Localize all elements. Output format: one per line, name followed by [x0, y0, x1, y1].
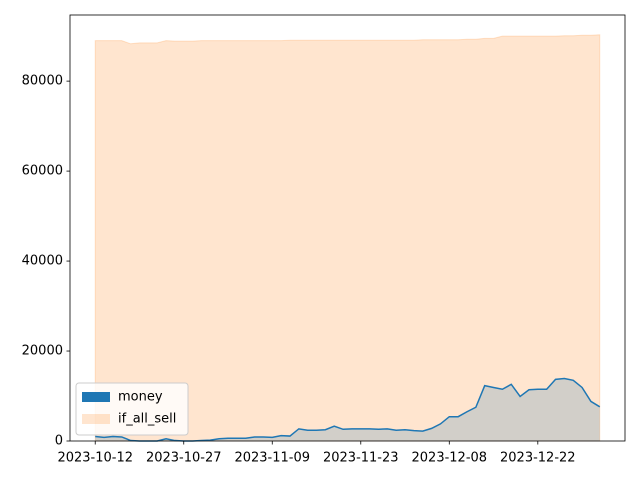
y-tick-label: 40000	[22, 254, 63, 269]
area-fill	[94, 34, 601, 442]
x-tick-label: 2023-10-12	[57, 451, 133, 466]
x-tick-label: 2023-11-09	[234, 451, 310, 466]
y-tick-label: 60000	[22, 164, 63, 179]
x-tick-label: 2023-12-22	[500, 451, 576, 466]
area-fill	[95, 378, 600, 441]
x-tick-label: 2023-12-08	[412, 451, 488, 466]
legend-swatch	[82, 392, 110, 402]
legend: money if_all_sell	[75, 382, 189, 436]
plot-frame	[69, 14, 626, 442]
legend-label: money	[118, 390, 163, 405]
y-tick-label: 20000	[22, 344, 63, 359]
legend-label: if_all_sell	[118, 412, 176, 427]
y-tick-label: 0	[55, 434, 63, 449]
x-tick-label: 2023-11-23	[323, 451, 399, 466]
legend-swatch	[82, 414, 110, 424]
y-tick-label: 80000	[22, 74, 63, 89]
x-tick-label: 2023-10-27	[146, 451, 222, 466]
